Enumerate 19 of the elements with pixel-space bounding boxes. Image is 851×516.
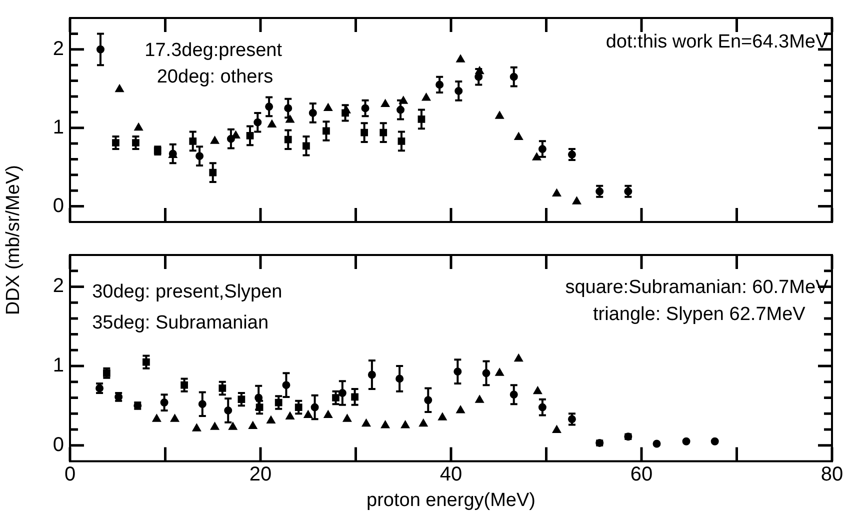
annotation: 30deg: present,Slypen	[92, 281, 282, 302]
x-tick-label: 40	[440, 464, 462, 486]
y-tick-label: 0	[52, 434, 64, 456]
y-tick-label: 1	[52, 116, 64, 138]
x-tick-label: 60	[630, 464, 653, 486]
y-tick-label: 2	[52, 275, 64, 298]
y-tick-label: 2	[52, 38, 64, 60]
x-axis-title: proton energy(MeV)	[366, 490, 536, 511]
annotation: 20deg: others	[156, 66, 274, 88]
x-tick-label: 80	[820, 464, 844, 486]
annotation: triangle: Slypen 62.7MeV	[593, 304, 806, 326]
y-tick-label: 1	[52, 354, 64, 377]
x-tick-label: 20	[249, 464, 272, 486]
y-tick-label: 0	[52, 194, 64, 217]
annotation: 35deg: Subramanian	[92, 312, 269, 334]
y-axis-title: DDX (mb/sr/MeV)	[3, 165, 25, 315]
annotation: square:Subramanian: 60.7MeV	[565, 277, 829, 298]
annotation: dot:this work En=64.3MeV	[606, 32, 828, 53]
annotation: 17.3deg:present	[144, 40, 283, 61]
